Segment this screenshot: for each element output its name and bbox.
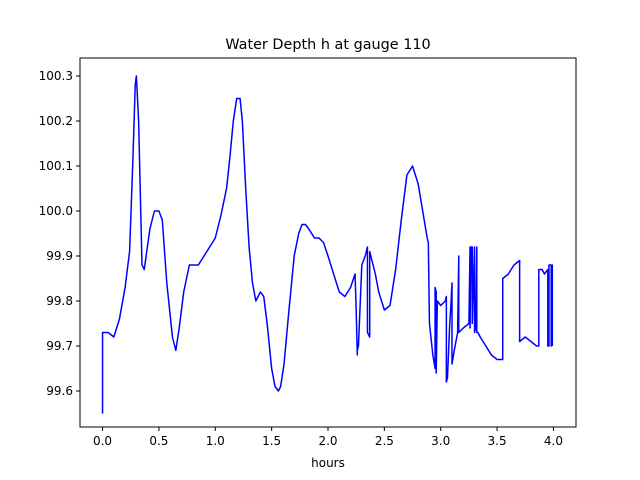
x-tick-label: 3.5 (488, 434, 507, 448)
x-tick-label: 2.5 (375, 434, 394, 448)
x-tick-label: 1.0 (206, 434, 225, 448)
x-tick-label: 0.5 (149, 434, 168, 448)
y-tick-label: 100.1 (39, 159, 73, 173)
x-tick-label: 4.0 (544, 434, 563, 448)
plot-area (101, 75, 554, 414)
y-tick-label: 100.0 (39, 204, 73, 218)
y-tick-label: 99.7 (46, 339, 73, 353)
x-tick-label: 1.5 (262, 434, 281, 448)
y-tick-label: 99.6 (46, 384, 73, 398)
x-tick-label: 3.0 (431, 434, 450, 448)
y-tick-label: 99.8 (46, 294, 73, 308)
series-line (101, 75, 554, 414)
x-tick-label: 0.0 (93, 434, 112, 448)
y-tick-label: 100.2 (39, 114, 73, 128)
y-tick-label: 99.9 (46, 249, 73, 263)
y-axis-ticks: 99.6 99.7 99.8 99.9 100.0 100.1 100.2 100.3 (39, 69, 80, 398)
x-tick-label: 2.0 (318, 434, 337, 448)
x-axis-ticks: 0.0 0.5 1.0 1.5 2.0 2.5 3.0 3.5 4.0 (93, 427, 563, 448)
x-axis-label: hours (311, 456, 345, 470)
axes-frame (79, 57, 577, 428)
y-tick-label: 100.3 (39, 69, 73, 83)
chart-title: Water Depth h at gauge 110 (225, 37, 430, 53)
